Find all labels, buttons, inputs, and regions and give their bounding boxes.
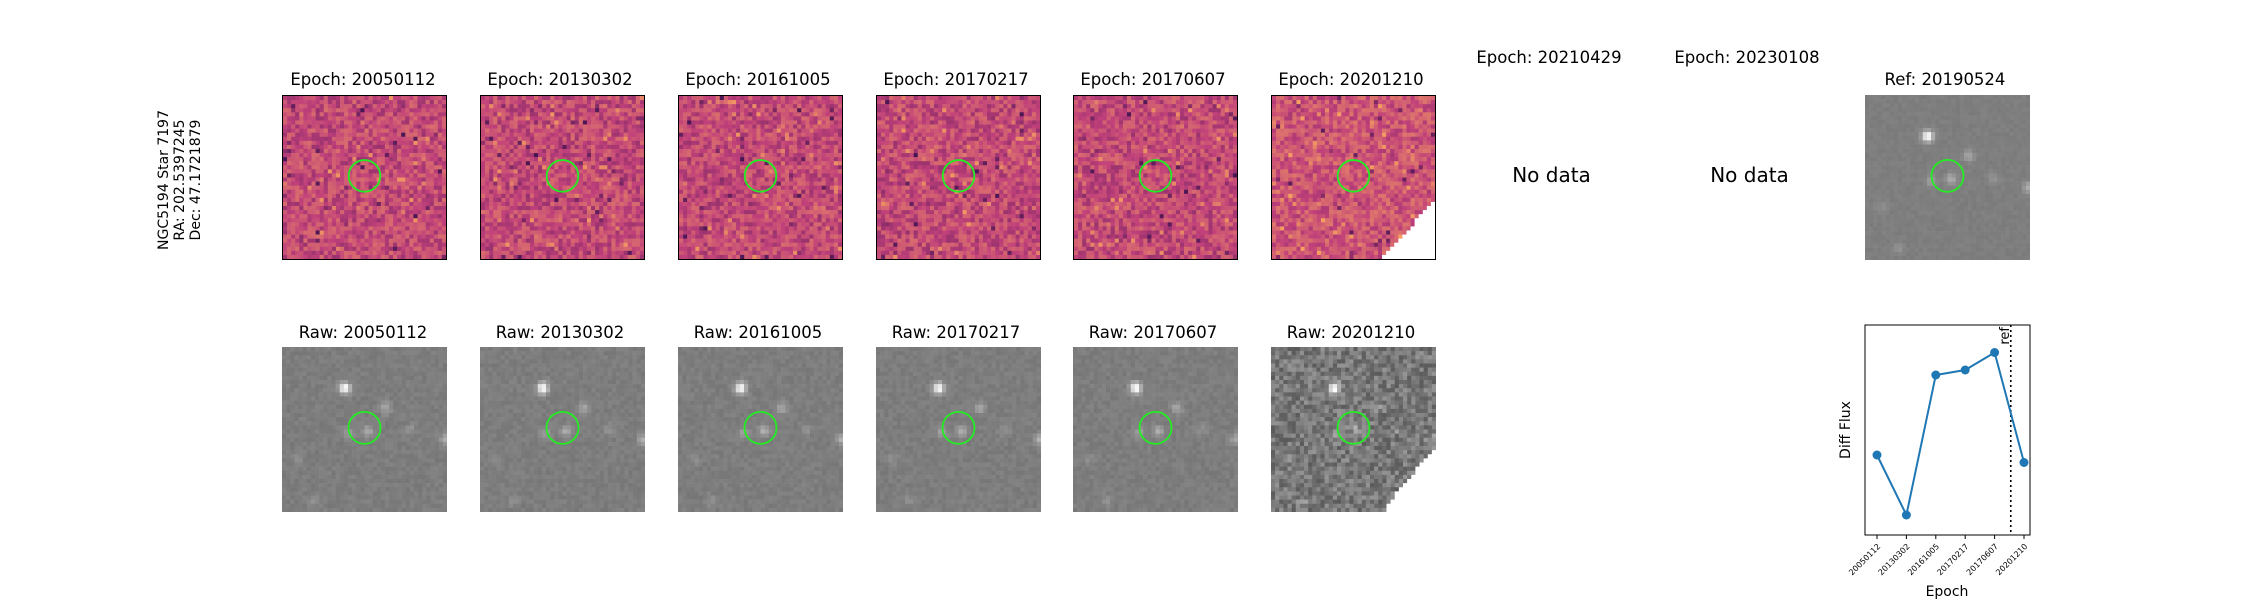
raw-image-5 [1073,347,1238,512]
data-point [1960,365,1970,375]
raw-title-5: Raw: 20170607 [1033,323,1273,343]
raw-title-3: Raw: 20161005 [638,323,878,343]
aperture-ring [1138,410,1173,445]
x-axis-label: Epoch [1926,584,1969,600]
raw-title-4: Raw: 20170217 [836,323,1076,343]
aperture-ring [1930,158,1965,193]
aperture-ring [545,410,580,445]
diff-title-7: Epoch: 20210429 [1429,48,1669,68]
aperture-ring [545,159,580,193]
light-curve-chart: ref 200501122013030220161005201702172017… [1838,324,2031,600]
ref-marker-label: ref [1998,327,2013,345]
aperture-ring [1336,410,1371,445]
aperture-ring [743,159,778,193]
data-point [1872,450,1882,460]
aperture-ring [1336,159,1371,193]
no-data-7: No data [1469,163,1634,187]
aperture-ring [347,159,382,193]
raw-title-1: Raw: 20050112 [243,323,483,343]
raw-image-6 [1271,347,1436,512]
data-point [2019,458,2029,467]
data-point [1931,370,1941,380]
aperture-ring [347,410,382,445]
diff-image-3 [678,95,843,260]
x-ticks: 2005011220130302201610052017021720170607… [1847,535,2029,577]
aperture-ring [743,410,778,445]
data-point [1901,510,1911,520]
diff-image-6 [1271,95,1436,260]
aperture-ring [941,159,976,193]
ref-title: Ref: 20190524 [1825,70,2065,90]
raw-image-3 [678,347,843,512]
diff-title-3: Epoch: 20161005 [638,70,878,90]
target-ra: RA: 202.5397245 [172,80,188,280]
no-data-8: No data [1667,163,1832,187]
diff-image-2 [480,95,645,260]
target-name: NGC5194 Star 7197 [156,80,172,280]
raw-image-2 [480,347,645,512]
diff-title-6: Epoch: 20201210 [1231,70,1471,90]
target-dec: Dec: 47.1721879 [188,80,204,280]
diff-image-5 [1073,95,1238,260]
diff-image-1 [282,95,447,260]
aperture-ring [1138,159,1173,193]
diff-title-4: Epoch: 20170217 [836,70,1076,90]
raw-title-6: Raw: 20201210 [1231,323,1471,343]
plot-frame [1864,324,2031,536]
diff-title-8: Epoch: 20230108 [1627,48,1867,68]
aperture-ring [941,410,976,445]
raw-image-1 [282,347,447,512]
data-point [1990,348,2000,357]
diff-image-4 [876,95,1041,260]
diff-title-2: Epoch: 20130302 [440,70,680,90]
raw-title-2: Raw: 20130302 [440,323,680,343]
diff-title-5: Epoch: 20170607 [1033,70,1273,90]
ref-image [1865,95,2030,260]
y-axis-label: Diff Flux [1838,401,1854,459]
series-group [1872,348,2029,520]
diff-title-1: Epoch: 20050112 [243,70,483,90]
series-line [1876,350,2025,519]
raw-image-4 [876,347,1041,512]
x-tick-label: 20201210 [1994,542,2029,577]
